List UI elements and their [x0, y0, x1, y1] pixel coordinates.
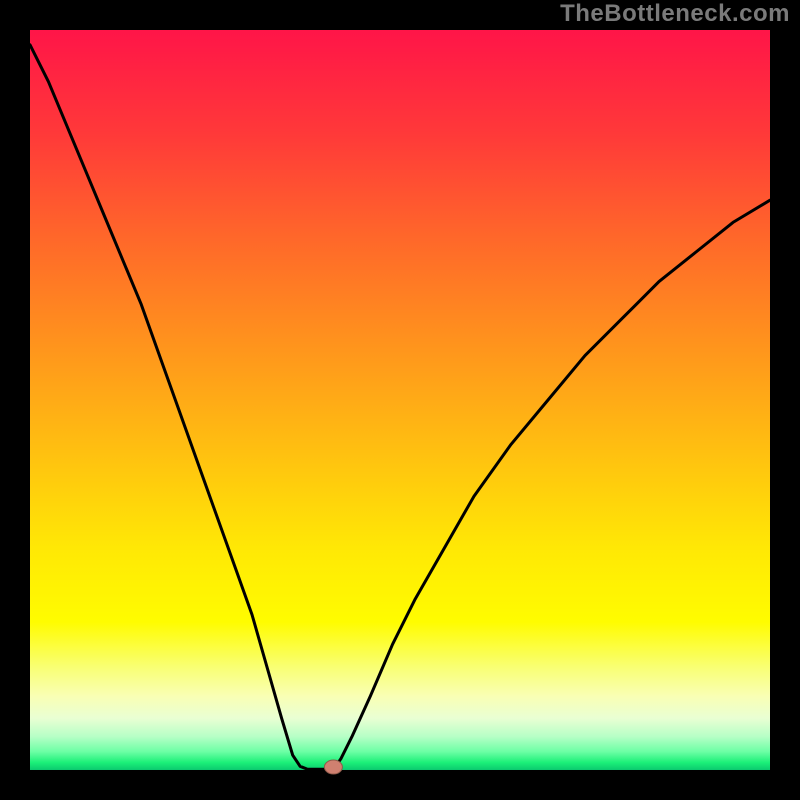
chart-container: TheBottleneck.com: [0, 0, 800, 800]
watermark-text: TheBottleneck.com: [560, 0, 790, 28]
optimal-marker: [324, 760, 342, 774]
bottleneck-chart: [0, 0, 800, 800]
plot-background: [30, 30, 770, 770]
